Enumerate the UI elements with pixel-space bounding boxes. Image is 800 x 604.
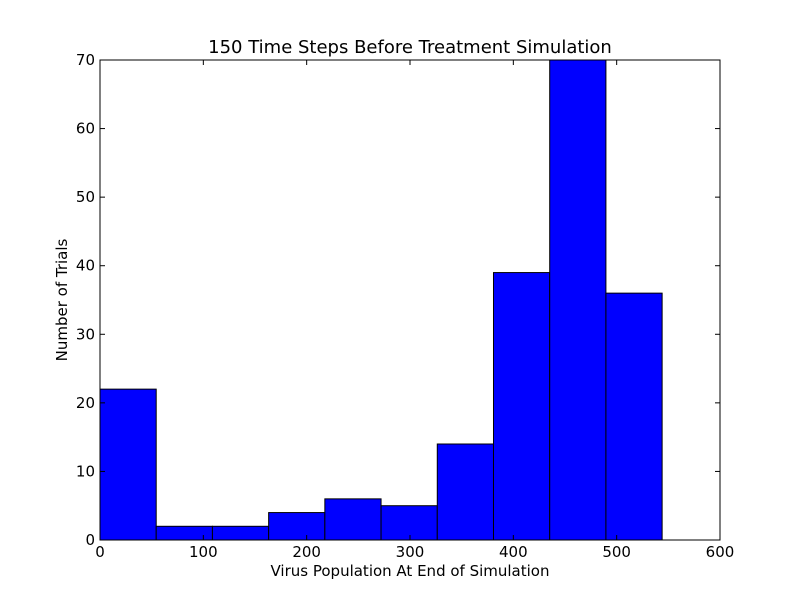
bars-group (99, 59, 663, 541)
x-tick-label-1: 100 (189, 543, 218, 561)
y-tick-label-1: 10 (76, 462, 95, 480)
x-axis-ticks: 0 100 200 300 400 500 600 (95, 60, 734, 561)
x-axis-label: Virus Population At End of Simulation (271, 562, 550, 580)
y-axis-label: Number of Trials (53, 238, 71, 361)
histogram-bar-9 (605, 292, 663, 541)
histogram-bar-8 (549, 59, 607, 541)
y-tick-label-6: 60 (76, 120, 95, 138)
histogram-bar-7 (492, 272, 551, 541)
x-tick-label-3: 300 (396, 543, 425, 561)
histogram-bar-6 (436, 443, 494, 541)
y-tick-label-2: 20 (76, 394, 95, 412)
histogram-bar-4 (324, 498, 382, 541)
x-tick-label-4: 400 (499, 543, 528, 561)
y-tick-label-0: 0 (85, 531, 95, 549)
y-axis-ticks: 0 10 20 30 40 50 60 70 (76, 51, 720, 549)
histogram-bar-1 (155, 525, 213, 541)
y-tick-label-7: 70 (76, 51, 95, 69)
x-tick-label-6: 600 (706, 543, 735, 561)
histogram-bar-2 (211, 525, 270, 541)
histogram-bar-3 (268, 512, 326, 541)
histogram-bar-5 (380, 505, 438, 541)
y-tick-label-5: 50 (76, 188, 95, 206)
y-tick-label-3: 30 (76, 325, 95, 343)
x-tick-label-2: 200 (292, 543, 321, 561)
histogram-bar-0 (99, 388, 157, 541)
y-tick-label-4: 40 (76, 257, 95, 275)
x-tick-label-5: 500 (602, 543, 631, 561)
chart-title: 150 Time Steps Before Treatment Simulati… (208, 37, 612, 58)
x-tick-label-0: 0 (95, 543, 105, 561)
